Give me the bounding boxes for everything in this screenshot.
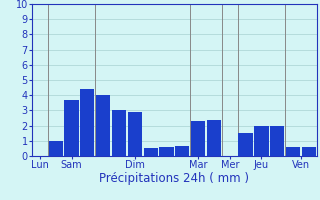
Bar (191, 121, 205, 156)
Bar (96, 95, 110, 156)
Bar (270, 126, 284, 156)
Bar (144, 148, 158, 156)
Bar (64, 100, 79, 156)
Bar (128, 112, 142, 156)
X-axis label: Précipitations 24h ( mm ): Précipitations 24h ( mm ) (100, 172, 249, 185)
Bar (286, 147, 300, 156)
Bar (238, 133, 253, 156)
Bar (254, 126, 268, 156)
Bar (112, 110, 126, 156)
Bar (302, 147, 316, 156)
Bar (49, 141, 63, 156)
Bar (175, 146, 189, 156)
Bar (80, 89, 94, 156)
Bar (207, 120, 221, 156)
Bar (159, 147, 174, 156)
